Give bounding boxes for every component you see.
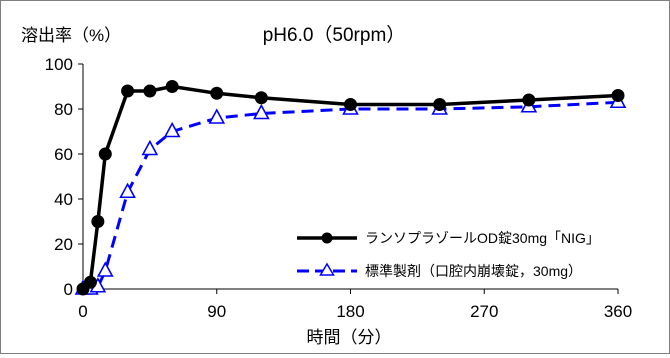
data-point: [165, 80, 179, 93]
x-tick-label: 270: [470, 302, 498, 321]
series-line-1: [81, 84, 619, 291]
data-point: [208, 108, 226, 124]
data-point: [611, 89, 625, 102]
x-tick-label: 180: [336, 302, 364, 321]
legend: ランソプラゾールOD錠30mg「NIG」 標準製剤（口腔内崩壊錠，30mg）: [297, 230, 600, 279]
legend-marker-filled-circle: [321, 232, 333, 244]
legend-label-series-1: ランソプラゾールOD錠30mg「NIG」: [365, 230, 600, 246]
data-point: [344, 98, 357, 111]
data-point: [143, 84, 157, 98]
y-axis-label: 溶出率（%）: [21, 26, 121, 45]
x-axis-label: 時間（分）: [307, 328, 392, 347]
data-point: [163, 121, 181, 138]
series-layer: [74, 80, 627, 296]
chart-title: pH6.0（50rpm）: [263, 24, 406, 46]
data-point: [119, 182, 136, 199]
x-tick-label: 360: [604, 302, 632, 321]
series-line-2: [83, 100, 619, 291]
axes: [82, 64, 618, 290]
data-point: [83, 275, 97, 289]
legend-label-series-2: 標準製剤（口腔内崩壊錠，30mg）: [365, 263, 582, 279]
ticks: 0 20 40 60 80 100 0 90 180 270 360: [45, 55, 633, 321]
y-tick-label: 100: [45, 55, 73, 74]
y-tick-label: 80: [54, 100, 73, 119]
y-tick-label: 0: [64, 280, 73, 299]
y-tick-label: 20: [54, 235, 73, 254]
x-tick-label: 90: [207, 302, 226, 321]
data-point: [254, 91, 268, 105]
y-tick-label: 60: [54, 145, 73, 164]
data-point: [252, 103, 270, 120]
data-point: [121, 84, 135, 98]
data-point: [96, 261, 114, 277]
data-point: [91, 215, 105, 228]
y-tick-label: 40: [54, 190, 73, 209]
legend-item-series-1: ランソプラゾールOD錠30mg「NIG」: [297, 230, 600, 246]
data-point: [141, 139, 159, 156]
data-point: [210, 86, 224, 100]
data-point: [522, 93, 536, 107]
data-point: [98, 147, 112, 161]
data-point: [433, 98, 447, 111]
legend-marker-open-triangle: [319, 262, 335, 276]
series-1: [76, 80, 625, 296]
legend-item-series-2: 標準製剤（口腔内崩壊錠，30mg）: [297, 262, 582, 279]
x-tick-label: 0: [78, 302, 87, 321]
